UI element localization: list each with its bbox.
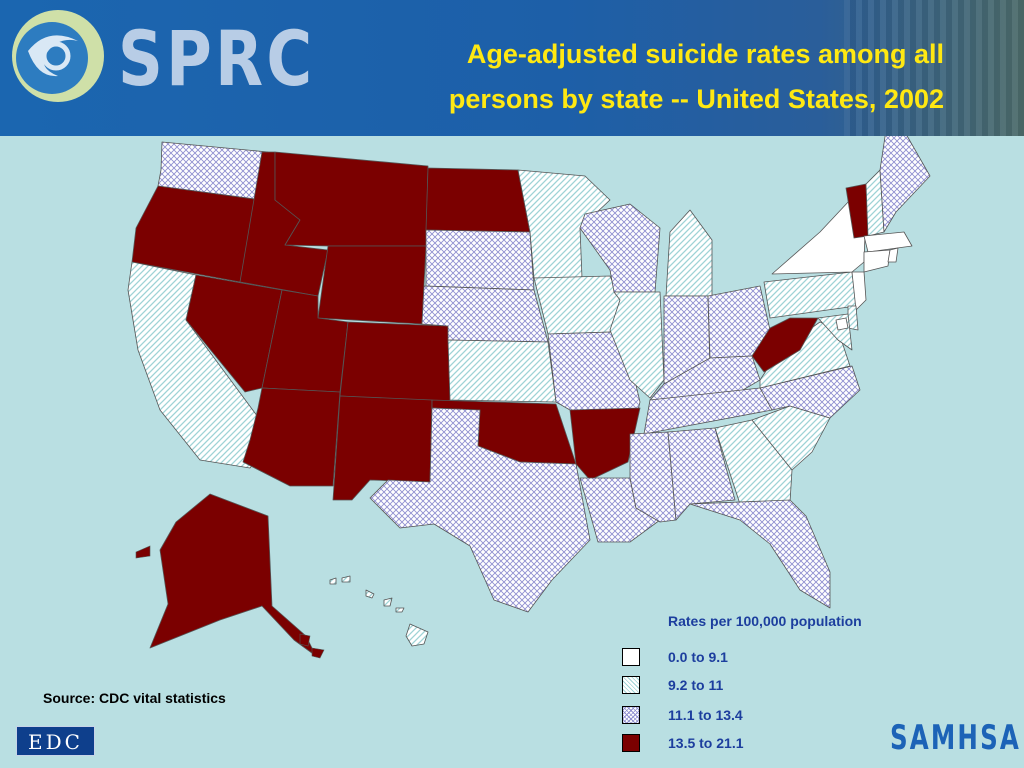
state-iowa [533, 275, 621, 335]
state-maine [879, 136, 931, 233]
state-massachusetts [863, 231, 913, 253]
edc-logo-text: EDC [28, 730, 83, 754]
state-colorado [339, 321, 451, 403]
state-oregon [131, 185, 263, 283]
state-texas [369, 407, 591, 613]
page-title: Age-adjusted suicide rates among all per… [284, 32, 944, 122]
source-note: Source: CDC vital statistics [43, 690, 226, 706]
header-banner: SPRC Age-adjusted suicide rates among al… [0, 0, 1024, 136]
legend-swatch-1 [622, 676, 640, 694]
state-nevada [185, 274, 283, 393]
state-arkansas [569, 407, 641, 481]
state-illinois [609, 291, 665, 399]
state-minnesota [517, 169, 611, 279]
state-georgia [714, 419, 793, 505]
title-line-2: persons by state -- United States, 2002 [448, 84, 944, 114]
sprc-logo-text: SPRC [118, 14, 316, 103]
state-florida [689, 499, 831, 609]
legend-label-1: 9.2 to 11 [668, 677, 724, 693]
legend-label-2: 11.1 to 13.4 [668, 707, 743, 723]
state-michigan [665, 209, 713, 297]
title-line-1: Age-adjusted suicide rates among all [466, 39, 944, 69]
state-south-dakota [425, 229, 535, 291]
state-arizona [242, 387, 341, 487]
state-north-carolina [759, 365, 861, 419]
legend-label-0: 0.0 to 9.1 [668, 649, 728, 665]
state-new-jersey [851, 271, 867, 311]
state-rhode-island [887, 247, 899, 263]
state-south-carolina [751, 405, 831, 471]
alaska-islands [135, 545, 325, 659]
state-hawaii [329, 575, 429, 647]
state-alaska [149, 493, 317, 657]
header-stripes [844, 0, 1024, 136]
legend-swatch-2 [622, 706, 640, 724]
state-connecticut [863, 249, 891, 273]
legend-swatch-3 [622, 734, 640, 752]
legend-label-3: 13.5 to 21.1 [668, 735, 744, 751]
us-state-map [127, 136, 931, 659]
legend-title: Rates per 100,000 population [668, 613, 862, 629]
state-kansas [447, 339, 557, 403]
sprc-swirl-logo-icon [12, 10, 104, 102]
state-pennsylvania [763, 271, 857, 319]
samhsa-logo: SAMHSA [890, 718, 1021, 758]
state-north-dakota [425, 167, 531, 233]
state-montana [274, 151, 429, 247]
state-wyoming [317, 245, 427, 325]
legend-swatch-0 [622, 648, 640, 666]
state-dc [835, 317, 849, 331]
state-alabama [667, 427, 736, 521]
edc-logo: EDC [16, 726, 95, 756]
